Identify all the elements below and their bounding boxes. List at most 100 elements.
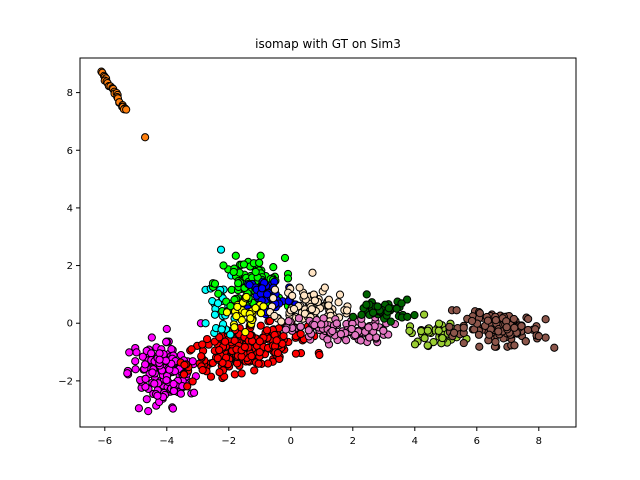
scatter-point	[176, 389, 186, 398]
scatter-point	[123, 369, 132, 378]
scatter-point	[237, 316, 246, 325]
x-tick-label: −4	[159, 436, 174, 447]
scatter-point	[417, 327, 426, 336]
scatter-point	[256, 309, 266, 318]
scatter-point	[257, 284, 267, 293]
scatter-point	[218, 358, 227, 367]
scatter-point	[265, 316, 275, 326]
scatter-point	[307, 305, 316, 314]
scatter-point	[510, 323, 519, 332]
scatter-point	[215, 368, 224, 377]
scatter-point	[365, 333, 374, 342]
scatter-point	[262, 326, 272, 335]
scatter-point	[310, 320, 319, 330]
scatter-point	[294, 314, 303, 323]
scatter-point	[410, 340, 420, 349]
scatter-point	[203, 334, 212, 344]
scatter-point	[277, 317, 286, 326]
scatter-point	[475, 309, 484, 318]
scatter-point	[270, 311, 279, 321]
scatter-point	[270, 285, 280, 294]
scatter-point	[214, 289, 223, 298]
scatter-point	[523, 325, 533, 335]
x-axis: −6 −4 −2 0 2 4 6 8	[97, 427, 542, 447]
scatter-point	[341, 336, 351, 345]
scatter-point	[155, 355, 164, 364]
scatter-point	[510, 341, 519, 350]
scatter-point	[141, 382, 150, 391]
scatter-point	[237, 369, 246, 378]
scatter-point	[131, 365, 140, 374]
scatter-point	[142, 395, 151, 404]
scatter-point	[231, 251, 240, 260]
scatter-point	[132, 348, 141, 357]
scatter-point	[254, 359, 263, 368]
scatter-point	[423, 341, 432, 350]
scatter-point	[336, 330, 345, 339]
scatter-point	[141, 374, 150, 383]
scatter-point	[379, 326, 388, 335]
scatter-point	[217, 325, 226, 334]
scatter-point	[198, 340, 207, 349]
scatter-point	[189, 388, 199, 397]
scatter-point	[445, 322, 454, 331]
scatter-point	[475, 342, 484, 351]
scatter-point	[459, 338, 468, 348]
scatter-point	[147, 349, 156, 358]
y-tick-label: 2	[67, 261, 73, 272]
scatter-point	[141, 360, 150, 369]
scatter-point	[291, 349, 300, 358]
scatter-point	[162, 324, 171, 334]
scatter-point	[308, 268, 317, 277]
scatter-point	[364, 323, 373, 332]
scatter-point	[280, 253, 290, 263]
scatter-point	[289, 304, 299, 314]
scatter-point	[138, 352, 147, 361]
scatter-point	[423, 326, 432, 335]
scatter-point	[502, 323, 511, 332]
scatter-point	[541, 333, 550, 342]
scatter-point	[288, 291, 297, 300]
scatter-point	[242, 292, 251, 302]
scatter-point	[449, 328, 459, 337]
scatter-point	[245, 280, 254, 289]
scatter-point	[373, 302, 382, 311]
scatter-point	[215, 345, 224, 355]
scatter-point	[283, 274, 293, 283]
scatter-point	[324, 301, 333, 310]
scatter-point	[222, 308, 232, 317]
scatter-point	[169, 386, 178, 396]
scatter-point	[491, 337, 500, 347]
scatter-point	[434, 319, 444, 328]
scatter-point	[219, 261, 228, 270]
scatter-point	[169, 379, 178, 389]
scatter-point	[347, 324, 356, 334]
scatter-point	[392, 304, 401, 313]
scatter-point	[397, 299, 406, 308]
scatter-point	[273, 348, 282, 358]
scatter-point	[197, 352, 206, 361]
scatter-point	[509, 314, 518, 324]
scatter-point	[403, 312, 412, 321]
scatter-point	[210, 310, 220, 319]
scatter-point	[230, 323, 239, 332]
scatter-point	[263, 359, 273, 368]
scatter-point	[134, 404, 143, 413]
scatter-point	[206, 372, 216, 381]
scatter-point	[524, 314, 533, 324]
scatter-point	[221, 337, 230, 346]
scatter-point	[351, 331, 360, 340]
x-tick-label: 4	[412, 436, 418, 447]
scatter-point	[328, 326, 337, 336]
scatter-point	[183, 382, 192, 391]
scatter-point	[144, 407, 153, 416]
scatter-point	[233, 302, 242, 311]
scatter-point	[269, 263, 278, 272]
x-tick-label: 2	[350, 436, 356, 447]
scatter-point	[284, 317, 293, 326]
scatter-point	[141, 133, 150, 142]
scatter-point	[250, 366, 259, 375]
scatter-point	[362, 300, 371, 309]
x-tick-label: 6	[474, 436, 480, 447]
